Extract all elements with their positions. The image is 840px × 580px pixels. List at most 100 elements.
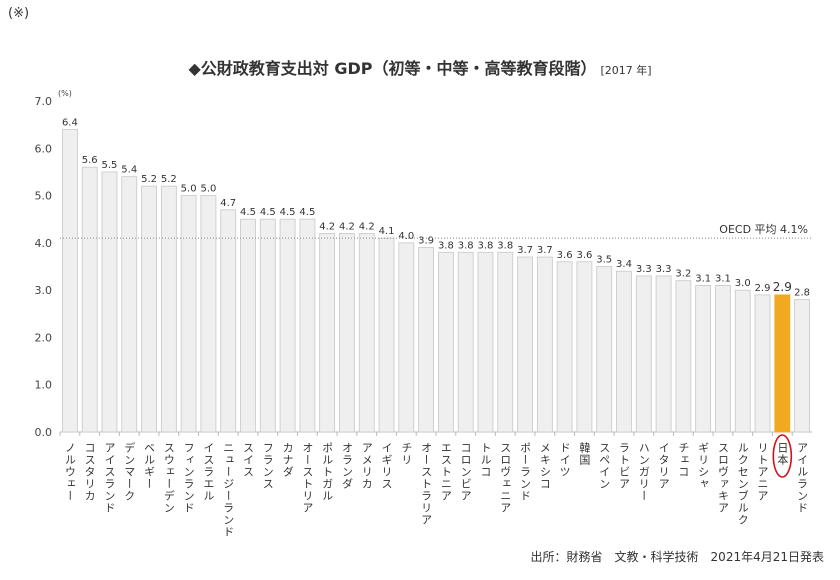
y-tick-label: 1.0	[35, 379, 53, 392]
bar-オランダ	[339, 232, 355, 433]
category-label: 日本	[776, 442, 789, 466]
bar-コロンビア	[457, 251, 474, 433]
category-label: ハンガリー	[637, 442, 650, 502]
data-label: 5.0	[181, 184, 197, 195]
data-label: 3.4	[616, 259, 632, 270]
bar-ポルトガル	[319, 232, 336, 433]
bar-スウェーデン	[160, 185, 177, 433]
category-label: イギリス	[380, 442, 393, 490]
data-label: 3.1	[695, 273, 711, 284]
data-label: 2.8	[794, 288, 810, 299]
data-label: 3.6	[576, 250, 592, 261]
note-mark: (※)	[8, 6, 30, 21]
bar-イギリス	[378, 237, 395, 433]
bar-エストニア	[437, 251, 454, 433]
bar-ノルウェー	[61, 128, 78, 433]
category-label: オーストリア	[301, 442, 314, 514]
data-label: 3.3	[636, 264, 652, 275]
data-label: 3.8	[478, 240, 494, 251]
y-tick-label: 4.0	[35, 237, 53, 250]
bar-チリ	[398, 242, 415, 433]
category-label: ギリシャ	[697, 442, 710, 490]
category-label: ドイツ	[558, 442, 571, 478]
category-label: ポーランド	[519, 442, 532, 502]
bar-フィンランド	[180, 195, 197, 433]
data-label: 5.4	[121, 165, 137, 176]
bar-スイス	[240, 218, 256, 433]
category-label: イスラエル	[202, 442, 215, 502]
bar-アイスランド	[101, 171, 118, 433]
category-label: チェコ	[677, 442, 690, 478]
category-label: スロヴァキア	[716, 442, 729, 514]
category-label: ノルウェー	[63, 442, 76, 502]
data-label: 3.7	[517, 245, 533, 256]
data-label: 3.0	[735, 278, 751, 289]
bar-韓国	[576, 261, 593, 433]
data-label: 3.6	[557, 250, 573, 261]
category-label: スイス	[242, 442, 255, 478]
category-label: スロヴェニア	[499, 442, 512, 514]
data-label: 2.9	[755, 283, 771, 294]
data-label: 3.8	[497, 240, 513, 251]
oecd-average-label: OECD 平均 4.1%	[719, 223, 808, 236]
data-label: 5.2	[141, 174, 157, 185]
data-label: 4.5	[240, 207, 256, 218]
category-label: アイルランド	[796, 442, 809, 514]
bar-リトアニア	[754, 294, 771, 433]
bar-チェコ	[675, 280, 692, 433]
data-label: 3.3	[656, 264, 672, 275]
bar-アメリカ	[358, 232, 375, 433]
category-label: スウェーデン	[162, 442, 175, 514]
category-label: デンマーク	[123, 441, 136, 502]
data-label: 5.6	[82, 155, 98, 166]
bar-メキシコ	[536, 256, 553, 433]
y-tick-label: 7.0	[35, 95, 53, 108]
category-label: フランス	[261, 442, 274, 490]
data-label: 4.0	[398, 231, 414, 242]
data-label: 4.5	[260, 207, 276, 218]
category-label: メキシコ	[538, 442, 551, 490]
category-label: スペイン	[598, 442, 611, 490]
data-label: 3.7	[537, 245, 553, 256]
data-label: 4.1	[379, 226, 395, 237]
category-label: コスタリカ	[83, 442, 96, 502]
bar-ベルギー	[141, 185, 157, 433]
data-label: 3.8	[458, 240, 474, 251]
category-label: ベルギー	[143, 442, 156, 490]
bar-スロヴェニア	[497, 251, 514, 433]
bar-ラトビア	[616, 270, 632, 433]
source-note: 出所：財務省 文教・科学技術 2021年4月21日発表	[530, 550, 824, 564]
title-text: ◆公財政教育支出対 GDP（初等・中等・高等教育段階）	[188, 59, 597, 78]
data-label: 3.8	[438, 240, 454, 251]
data-label: 4.5	[299, 207, 315, 218]
category-label: アイスランド	[103, 442, 116, 514]
data-label: 3.9	[418, 236, 434, 247]
category-label: 韓国	[578, 442, 591, 466]
category-label: ラトビア	[618, 442, 631, 490]
bar-ニュージーランド	[220, 209, 237, 433]
data-label: 6.4	[62, 117, 78, 128]
data-label: 4.2	[339, 221, 355, 232]
category-label: コロンビア	[459, 442, 472, 502]
bar-chart: 0.0 1.0 2.0 3.0 4.0 5.0 6.0 7.0 (%) 6.4 ノルウェー 5.6 コス…	[35, 89, 812, 538]
bar-デンマーク	[121, 176, 138, 433]
bar-ルクセンブルク	[734, 289, 751, 433]
category-label: フィンランド	[182, 442, 195, 514]
bar-ドイツ	[556, 261, 573, 433]
bar-スペイン	[596, 266, 613, 433]
bar-カナダ	[279, 218, 296, 433]
bar-スロヴァキア	[715, 285, 731, 433]
y-tick-label: 0.0	[35, 426, 53, 439]
data-label: 4.5	[280, 207, 296, 218]
category-label: リトアニア	[756, 442, 769, 502]
bar-イスラエル	[200, 195, 217, 433]
data-label: 3.5	[596, 255, 612, 266]
bar-日本	[774, 294, 791, 433]
data-label: 4.7	[220, 198, 236, 209]
bar-ポーランド	[517, 256, 533, 433]
category-label: トルコ	[479, 442, 492, 478]
data-label: 4.2	[359, 221, 375, 232]
bar-トルコ	[477, 251, 494, 433]
bar-ハンガリー	[635, 275, 652, 433]
